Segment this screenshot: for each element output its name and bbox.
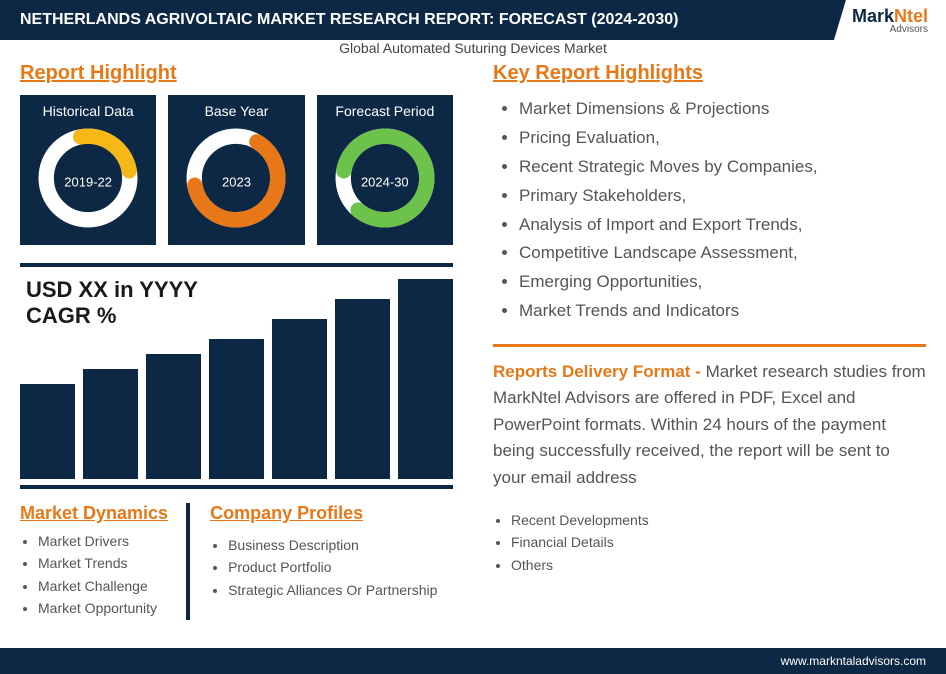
chart-cagr-text: CAGR % — [20, 303, 453, 329]
list-item: Recent Developments — [511, 509, 926, 531]
market-dynamics-section: Market Dynamics Market DriversMarket Tre… — [20, 503, 190, 620]
bar-3 — [209, 339, 264, 479]
delivery-lead: Reports Delivery Format - — [493, 362, 706, 381]
bar-1 — [83, 369, 138, 479]
list-item: Market Drivers — [38, 530, 168, 552]
company-profiles-section: Company Profiles Business DescriptionPro… — [210, 503, 437, 620]
report-highlight-heading: Report Highlight — [20, 62, 453, 85]
list-item: Market Opportunity — [38, 597, 168, 619]
key-highlights-heading: Key Report Highlights — [493, 62, 926, 85]
list-item: Recent Strategic Moves by Companies, — [519, 153, 926, 182]
divider-orange — [493, 344, 926, 347]
logo-mark: Mark — [852, 6, 894, 26]
list-item: Market Dimensions & Projections — [519, 95, 926, 124]
donut-title: Historical Data — [28, 103, 148, 119]
list-item: Primary Stakeholders, — [519, 182, 926, 211]
bar-2 — [146, 354, 201, 479]
donut-title: Base Year — [176, 103, 296, 119]
bar-4 — [272, 319, 327, 479]
list-item: Market Trends and Indicators — [519, 297, 926, 326]
list-item: Market Challenge — [38, 575, 168, 597]
donut-card-1: Base Year 2023 — [168, 95, 304, 245]
list-item: Market Trends — [38, 552, 168, 574]
list-item: Product Portfolio — [228, 556, 437, 578]
list-item: Emerging Opportunities, — [519, 268, 926, 297]
footer-url: www.markntaladvisors.com — [781, 654, 926, 668]
list-item: Competitive Landscape Assessment, — [519, 239, 926, 268]
growth-chart: USD XX in YYYY CAGR % — [20, 277, 453, 489]
chart-value-text: USD XX in YYYY — [20, 277, 453, 303]
donut-card-0: Historical Data 2019-22 — [20, 95, 156, 245]
donut-card-2: Forecast Period 2024-30 — [317, 95, 453, 245]
market-dynamics-heading: Market Dynamics — [20, 503, 168, 524]
donut-year-label: 2023 — [222, 175, 251, 190]
company-profiles-list-b: Recent DevelopmentsFinancial DetailsOthe… — [493, 509, 926, 576]
list-item: Financial Details — [511, 531, 926, 553]
company-profiles-list-a: Business DescriptionProduct PortfolioStr… — [210, 534, 437, 601]
logo-ntel: Ntel — [894, 6, 928, 26]
market-dynamics-list: Market DriversMarket TrendsMarket Challe… — [20, 530, 168, 620]
left-column: Report Highlight Historical Data 2019-22 B… — [20, 62, 453, 620]
donut-year-label: 2019-22 — [64, 175, 112, 190]
delivery-format-text: Reports Delivery Format - Market researc… — [493, 359, 926, 491]
main-content: Report Highlight Historical Data 2019-22 B… — [0, 40, 946, 620]
page-title: NETHERLANDS AGRIVOLTAIC MARKET RESEARCH … — [20, 11, 678, 29]
donut-row: Historical Data 2019-22 Base Year 2023 Forec… — [20, 95, 453, 245]
company-profiles-heading: Company Profiles — [210, 503, 437, 524]
key-highlights-list: Market Dimensions & ProjectionsPricing E… — [493, 95, 926, 326]
divider-top — [20, 263, 453, 267]
subtitle-text: Global Automated Suturing Devices Market — [339, 40, 607, 56]
donut-title: Forecast Period — [325, 103, 445, 119]
list-item: Others — [511, 554, 926, 576]
list-item: Strategic Alliances Or Partnership — [228, 579, 437, 601]
list-item: Pricing Evaluation, — [519, 124, 926, 153]
bottom-row: Market Dynamics Market DriversMarket Tre… — [20, 503, 453, 620]
footer-bar: www.markntaladvisors.com — [0, 648, 946, 674]
list-item: Analysis of Import and Export Trends, — [519, 211, 926, 240]
right-column: Key Report Highlights Market Dimensions … — [483, 62, 926, 620]
bar-0 — [20, 384, 75, 479]
logo: MarkNtel Advisors — [834, 0, 946, 40]
header-bar: NETHERLANDS AGRIVOLTAIC MARKET RESEARCH … — [0, 0, 946, 40]
list-item: Business Description — [228, 534, 437, 556]
donut-year-label: 2024-30 — [361, 175, 409, 190]
